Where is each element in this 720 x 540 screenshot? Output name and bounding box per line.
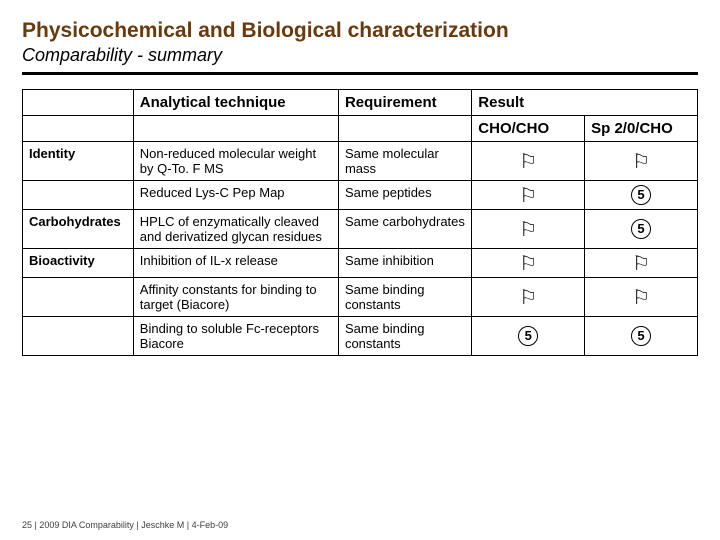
cell-requirement: Same peptides — [338, 181, 471, 210]
cell-result-sp2: ⚐ — [585, 142, 698, 181]
flag-icon: ⚐ — [519, 149, 537, 173]
flag-icon: ⚐ — [519, 285, 537, 309]
col-category-header — [23, 90, 134, 116]
circled-five-icon: 5 — [631, 326, 651, 346]
cell-result-sp2: 5 — [585, 317, 698, 356]
circled-five-icon: 5 — [631, 219, 651, 239]
cell-requirement: Same inhibition — [338, 249, 471, 278]
subheader-cho: CHO/CHO — [472, 116, 585, 142]
flag-icon: ⚐ — [519, 251, 537, 275]
circled-five-icon: 5 — [518, 326, 538, 346]
col-technique-header: Analytical technique — [133, 90, 338, 116]
flag-icon: ⚐ — [519, 217, 537, 241]
page-title: Physicochemical and Biological character… — [22, 18, 698, 43]
cell-result-cho: ⚐ — [472, 181, 585, 210]
circled-five-icon: 5 — [631, 185, 651, 205]
table-header-row: Analytical technique Requirement Result — [23, 90, 698, 116]
page-subtitle: Comparability - summary — [22, 45, 698, 66]
col-requirement-header: Requirement — [338, 90, 471, 116]
flag-icon: ⚐ — [632, 285, 650, 309]
cell-result-sp2: 5 — [585, 210, 698, 249]
flag-icon: ⚐ — [632, 251, 650, 275]
table-row: Binding to soluble Fc-receptors BiacoreS… — [23, 317, 698, 356]
cell-requirement: Same molecular mass — [338, 142, 471, 181]
cell-category — [23, 278, 134, 317]
table-row: Reduced Lys-C Pep MapSame peptides ⚐ 5 — [23, 181, 698, 210]
cell-result-cho: ⚐ — [472, 142, 585, 181]
cell-result-cho: ⚐ — [472, 210, 585, 249]
cell-requirement: Same carbohydrates — [338, 210, 471, 249]
table-row: Affinity constants for binding to target… — [23, 278, 698, 317]
flag-icon: ⚐ — [519, 183, 537, 207]
cell-category — [23, 181, 134, 210]
flag-icon: ⚐ — [632, 149, 650, 173]
cell-technique: Inhibition of IL-x release — [133, 249, 338, 278]
cell-result-sp2: ⚐ — [585, 278, 698, 317]
cell-result-sp2: ⚐ — [585, 249, 698, 278]
cell-requirement: Same binding constants — [338, 278, 471, 317]
cell-technique: Non-reduced molecular weight by Q-To. F … — [133, 142, 338, 181]
cell-technique: HPLC of enzymatically cleaved and deriva… — [133, 210, 338, 249]
slide-footer: 25 | 2009 DIA Comparability | Jeschke M … — [22, 520, 228, 530]
title-rule — [22, 72, 698, 75]
cell-category: Carbohydrates — [23, 210, 134, 249]
cell-result-sp2: 5 — [585, 181, 698, 210]
table-row: BioactivityInhibition of IL-x releaseSam… — [23, 249, 698, 278]
cell-technique: Binding to soluble Fc-receptors Biacore — [133, 317, 338, 356]
cell-category — [23, 317, 134, 356]
subheader-blank-1 — [133, 116, 338, 142]
comparability-table: Analytical technique Requirement Result … — [22, 89, 698, 356]
cell-requirement: Same binding constants — [338, 317, 471, 356]
col-result-header: Result — [472, 90, 698, 116]
cell-result-cho: ⚐ — [472, 249, 585, 278]
subheader-blank-2 — [338, 116, 471, 142]
table-body: IdentityNon-reduced molecular weight by … — [23, 142, 698, 356]
subheader-blank-0 — [23, 116, 134, 142]
cell-category: Bioactivity — [23, 249, 134, 278]
subheader-sp2: Sp 2/0/CHO — [585, 116, 698, 142]
cell-technique: Affinity constants for binding to target… — [133, 278, 338, 317]
cell-category: Identity — [23, 142, 134, 181]
cell-technique: Reduced Lys-C Pep Map — [133, 181, 338, 210]
table-subheader-row: CHO/CHO Sp 2/0/CHO — [23, 116, 698, 142]
cell-result-cho: ⚐ — [472, 278, 585, 317]
table-row: IdentityNon-reduced molecular weight by … — [23, 142, 698, 181]
table-row: CarbohydratesHPLC of enzymatically cleav… — [23, 210, 698, 249]
cell-result-cho: 5 — [472, 317, 585, 356]
